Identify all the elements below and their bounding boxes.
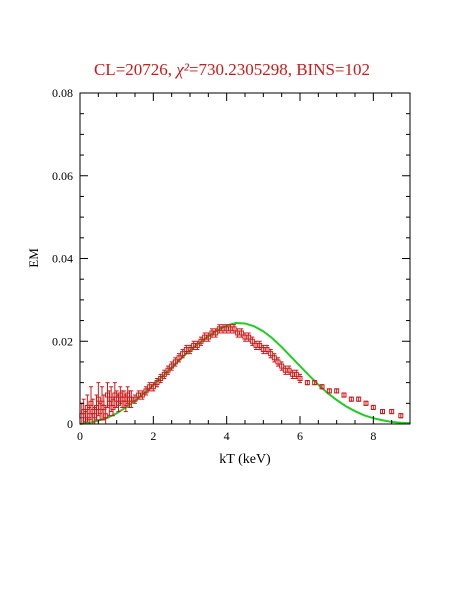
y-tick-label: 0.04 [52, 252, 73, 266]
point-marker [389, 409, 395, 415]
chart-title: CL=20726, χ²=730.2305298, BINS=102 [0, 60, 464, 80]
point-marker [312, 380, 318, 386]
y-tick-label: 0.08 [52, 86, 73, 100]
chi-squared-symbol: χ² [176, 60, 189, 79]
point-marker [319, 384, 325, 390]
data-point [398, 413, 404, 419]
data-point [220, 324, 226, 334]
y-tick-label: 0.02 [52, 334, 73, 348]
data-points-layer [79, 324, 404, 425]
point-marker [326, 388, 332, 394]
point-marker [398, 413, 404, 419]
data-point [389, 409, 395, 415]
point-marker [380, 409, 385, 415]
x-tick-label: 8 [370, 429, 376, 443]
data-point [216, 324, 222, 334]
y-tick-label: 0.06 [52, 169, 73, 183]
axis-ticks-layer: 0 2 4 6 8 0 0.02 0.04 0.06 0.08 [52, 86, 410, 443]
data-point [253, 340, 259, 351]
point-marker [341, 392, 347, 398]
data-point [198, 336, 204, 346]
data-point [348, 396, 354, 402]
data-point [370, 404, 376, 411]
data-point [363, 400, 369, 406]
y-axis-label: EM [26, 248, 41, 268]
data-point [172, 357, 178, 367]
x-axis-label: kT (keV) [219, 452, 271, 467]
point-marker [334, 388, 340, 394]
data-point [304, 380, 310, 386]
data-point [380, 409, 385, 415]
point-marker [370, 404, 376, 410]
plot-frame [79, 92, 411, 425]
data-point [341, 392, 347, 398]
point-marker [356, 396, 362, 402]
x-tick-label: 0 [77, 429, 83, 443]
data-point [191, 340, 197, 351]
x-tick-label: 4 [224, 429, 230, 443]
data-point [334, 388, 340, 394]
point-marker [363, 400, 369, 406]
chart-title-suffix: =730.2305298, BINS=102 [188, 60, 371, 79]
chart-title-prefix: CL=20726, [93, 60, 177, 79]
data-point [176, 353, 182, 363]
data-point [312, 380, 318, 386]
x-tick-label: 2 [150, 429, 156, 443]
point-marker [297, 375, 303, 381]
point-marker [304, 380, 310, 386]
data-point [136, 390, 142, 400]
point-marker [348, 396, 354, 402]
data-point [326, 388, 332, 394]
point-marker [95, 396, 101, 402]
data-point [319, 384, 325, 390]
data-point [297, 373, 303, 384]
data-point [356, 396, 362, 402]
x-tick-label: 6 [297, 429, 303, 443]
y-tick-label: 0 [67, 417, 73, 431]
